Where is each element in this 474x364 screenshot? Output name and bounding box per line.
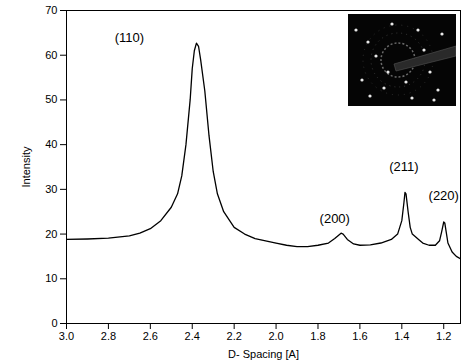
svg-text:60: 60	[45, 49, 57, 61]
svg-text:40: 40	[45, 138, 57, 150]
svg-text:(200): (200)	[320, 211, 350, 226]
svg-text:10: 10	[45, 272, 57, 284]
svg-text:(220): (220)	[429, 188, 459, 203]
svg-text:20: 20	[45, 228, 57, 240]
svg-text:2.4: 2.4	[185, 330, 200, 342]
svg-text:1.2: 1.2	[436, 330, 451, 342]
svg-text:2.6: 2.6	[143, 330, 158, 342]
svg-text:0: 0	[51, 317, 57, 329]
svg-text:70: 70	[45, 4, 57, 16]
svg-text:(211): (211)	[389, 159, 418, 174]
svg-text:50: 50	[45, 93, 57, 105]
svg-text:D- Spacing [A]: D- Spacing [A]	[228, 348, 299, 360]
svg-text:1.6: 1.6	[352, 330, 367, 342]
svg-text:2.0: 2.0	[268, 330, 283, 342]
svg-text:Intensity: Intensity	[20, 146, 32, 187]
svg-text:30: 30	[45, 183, 57, 195]
svg-text:3.0: 3.0	[59, 330, 74, 342]
svg-text:1.8: 1.8	[310, 330, 325, 342]
svg-text:2.2: 2.2	[227, 330, 242, 342]
svg-text:(110): (110)	[115, 29, 144, 44]
svg-text:1.4: 1.4	[394, 330, 409, 342]
svg-text:2.8: 2.8	[101, 330, 116, 342]
